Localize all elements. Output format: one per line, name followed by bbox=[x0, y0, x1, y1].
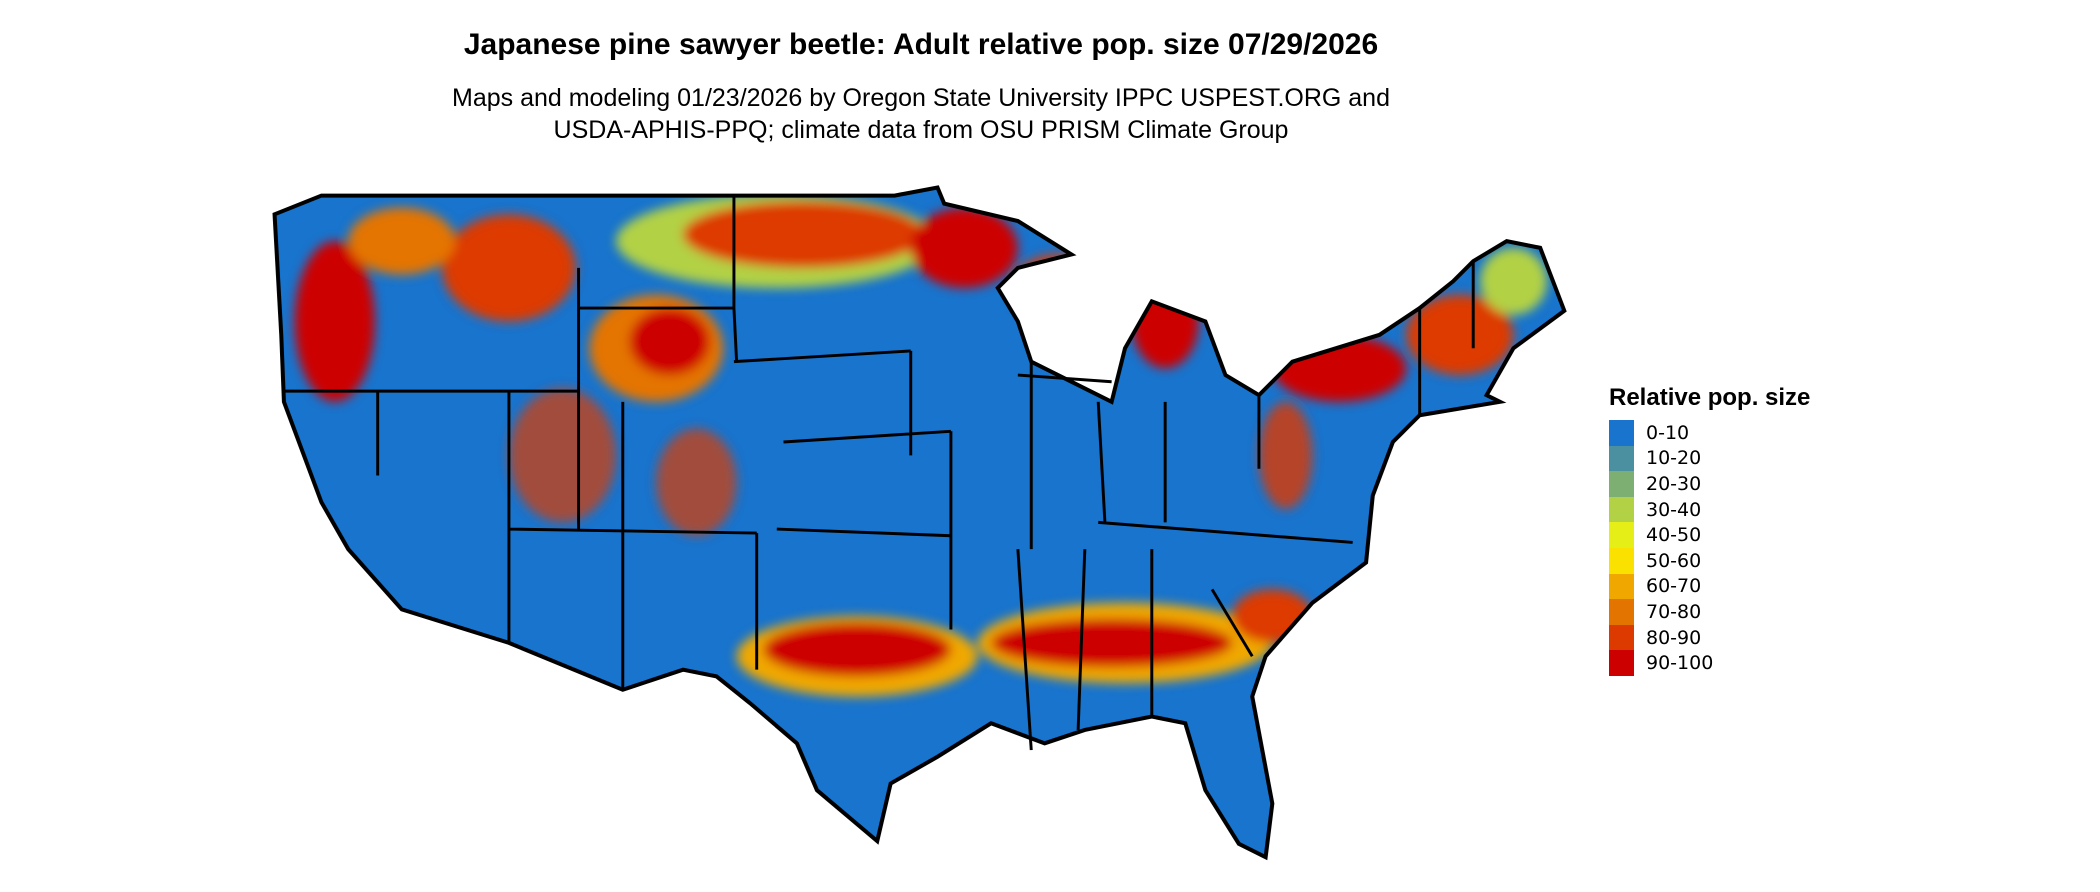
legend-swatch bbox=[1609, 471, 1634, 497]
legend-item: 20-30 bbox=[1609, 471, 1810, 497]
legend-swatch bbox=[1609, 547, 1634, 574]
legend-label: 40-50 bbox=[1646, 524, 1702, 547]
legend-label: 20-30 bbox=[1646, 472, 1702, 495]
state-borders bbox=[283, 195, 1475, 751]
legend-item: 40-50 bbox=[1609, 522, 1810, 548]
map-subtitle-line-2: USDA-APHIS-PPQ; climate data from OSU PR… bbox=[553, 116, 1289, 144]
legend-item: 0-10 bbox=[1609, 420, 1810, 446]
legend-label: 90-100 bbox=[1646, 652, 1714, 675]
legend-item: 50-60 bbox=[1609, 547, 1810, 574]
legend-swatch bbox=[1609, 445, 1634, 472]
legend-label: 0-10 bbox=[1646, 421, 1690, 444]
legend-item: 30-40 bbox=[1609, 496, 1810, 523]
legend-item: 70-80 bbox=[1609, 599, 1810, 625]
legend-swatch bbox=[1609, 624, 1634, 651]
map-title: Japanese pine sawyer beetle: Adult relat… bbox=[463, 28, 1379, 61]
legend-swatch bbox=[1609, 496, 1634, 523]
legend-item: 60-70 bbox=[1609, 573, 1810, 600]
legend-label: 70-80 bbox=[1646, 600, 1702, 623]
legend-title: Relative pop. size bbox=[1609, 384, 1811, 411]
legend: Relative pop. size 0-10 10-20 20-30 30-40 40… bbox=[1609, 384, 1810, 676]
legend-item: 90-100 bbox=[1609, 650, 1810, 676]
legend-label: 10-20 bbox=[1646, 447, 1702, 470]
legend-item: 10-20 bbox=[1609, 445, 1810, 472]
legend-swatch bbox=[1609, 522, 1634, 548]
legend-swatch bbox=[1609, 650, 1634, 676]
legend-label: 80-90 bbox=[1646, 626, 1702, 649]
legend-swatch bbox=[1609, 599, 1634, 625]
legend-swatch bbox=[1609, 420, 1634, 446]
legend-label: 60-70 bbox=[1646, 575, 1702, 598]
map-subtitle-line-1: Maps and modeling 01/23/2026 by Oregon S… bbox=[452, 84, 1390, 112]
legend-item: 80-90 bbox=[1609, 624, 1810, 651]
legend-swatch bbox=[1609, 573, 1634, 600]
legend-label: 50-60 bbox=[1646, 549, 1702, 572]
legend-label: 30-40 bbox=[1646, 498, 1702, 521]
